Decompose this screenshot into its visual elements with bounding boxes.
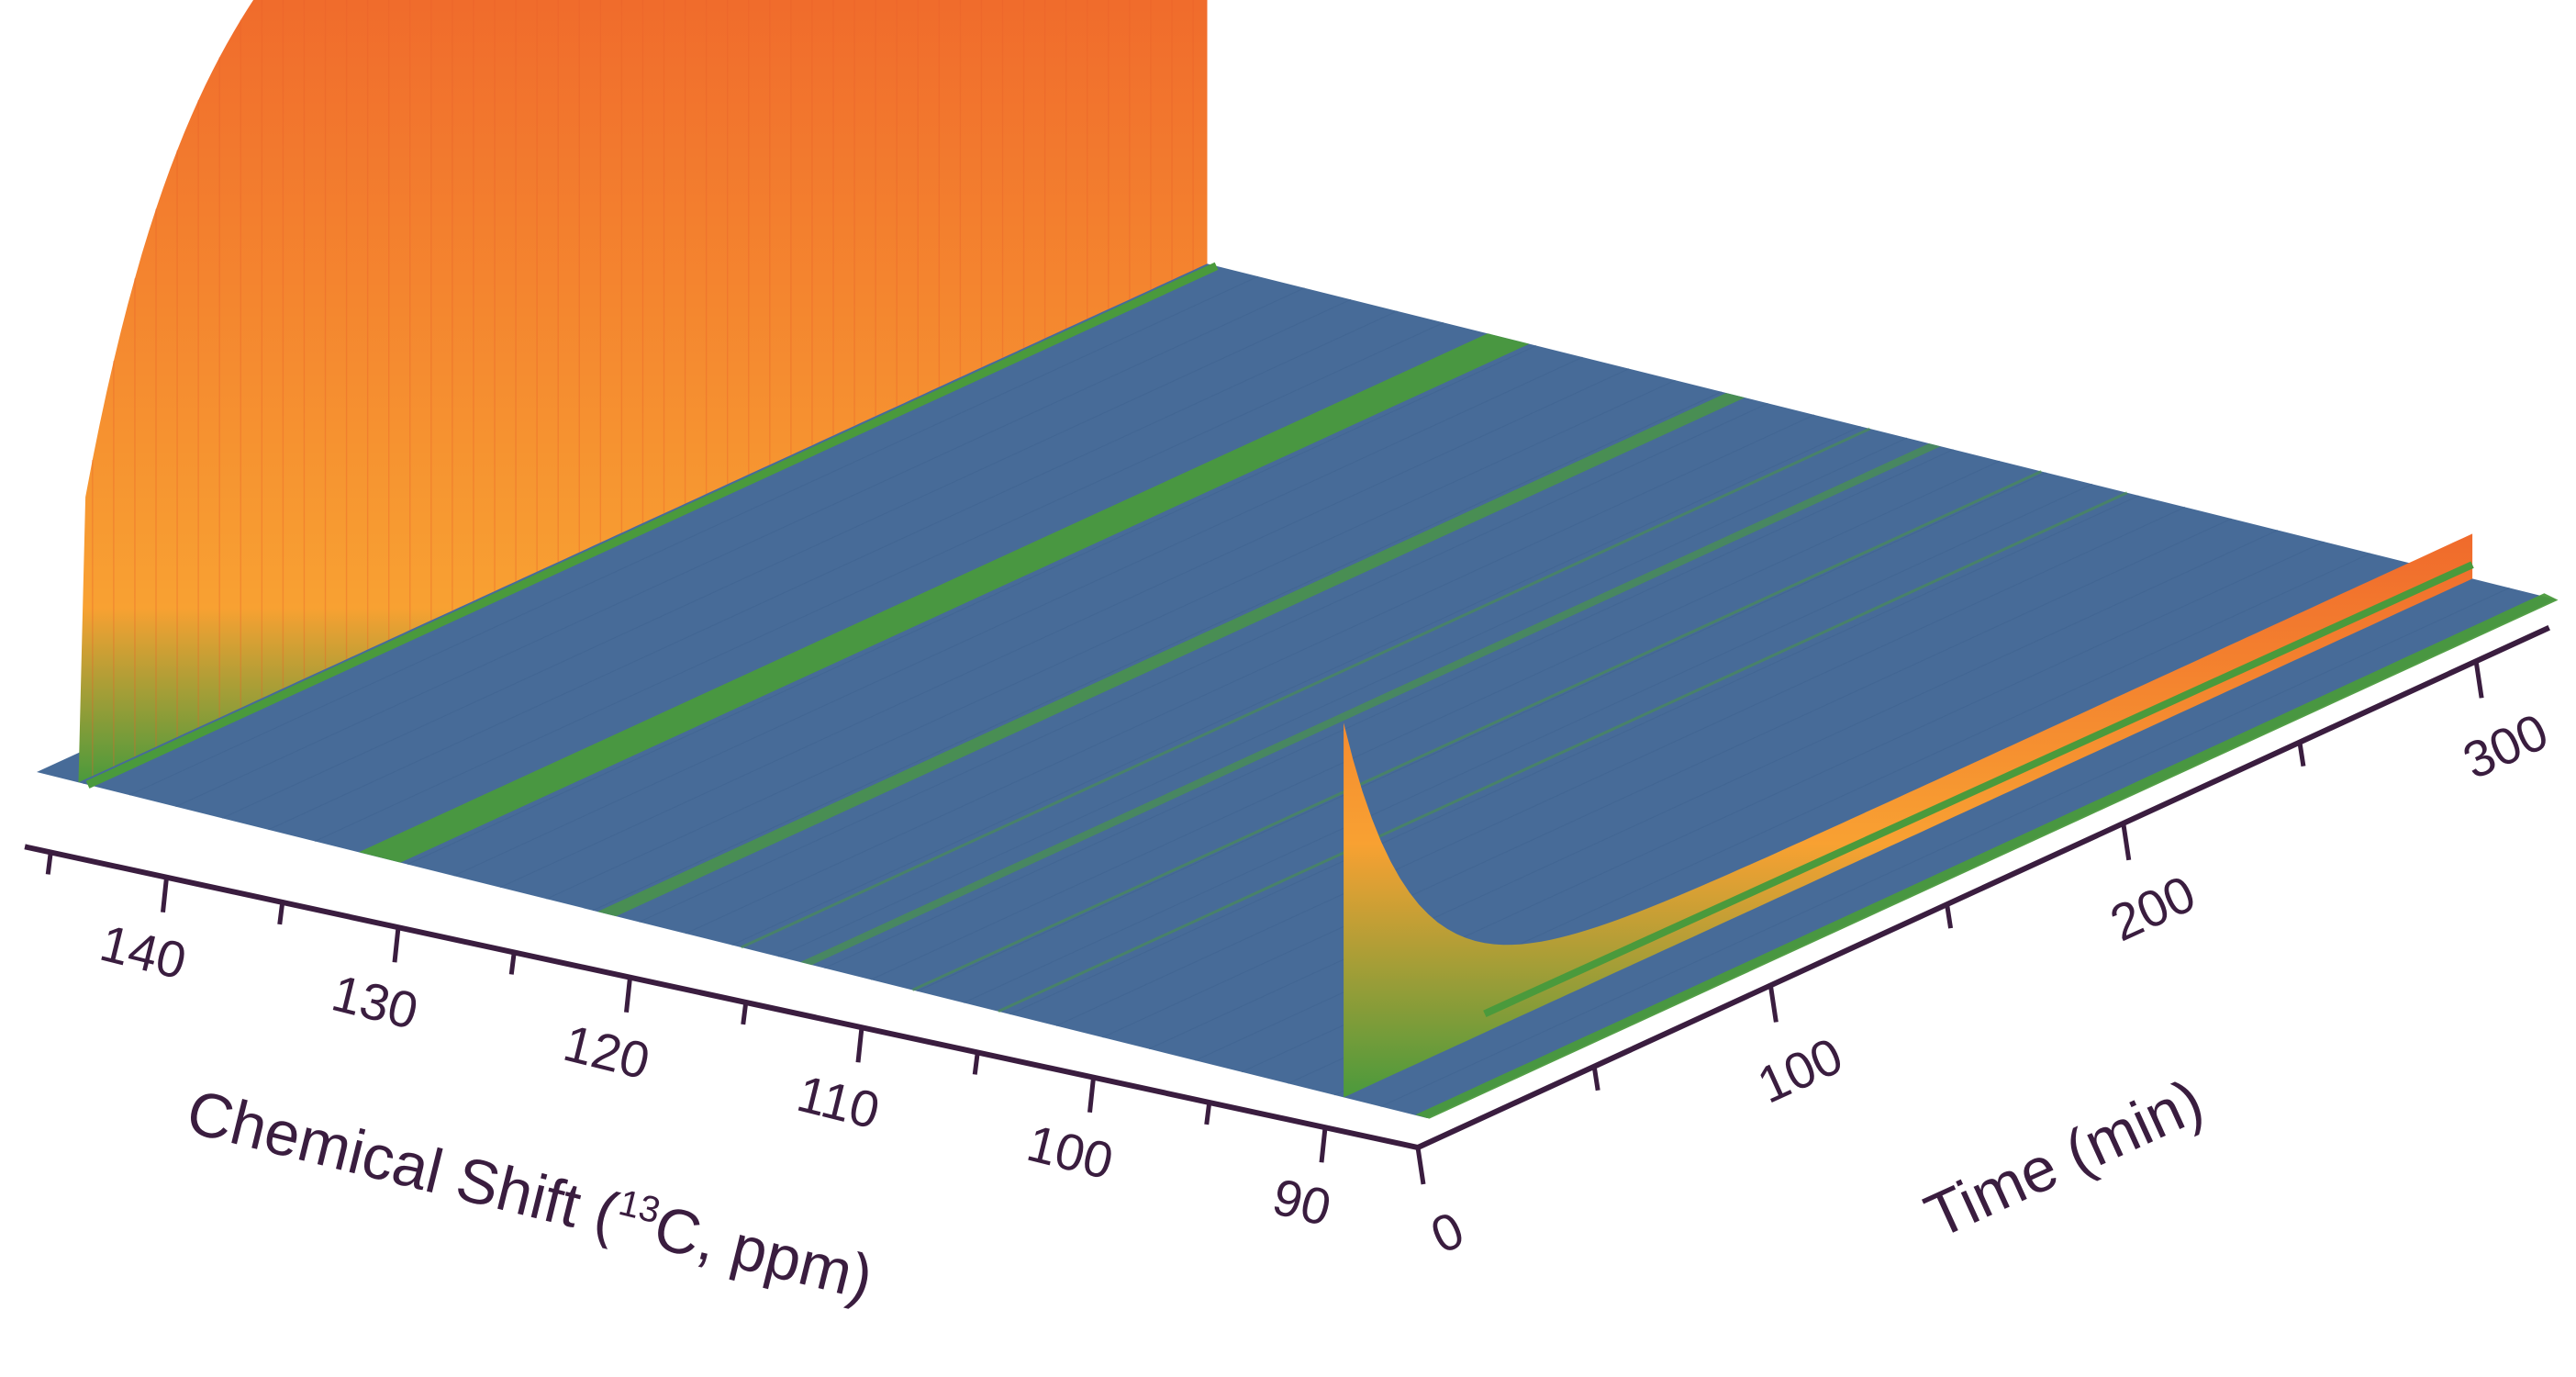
x-axis-title: Chemical Shift (13C, ppm) (180, 1077, 879, 1314)
y-axis-line (1414, 625, 2550, 1151)
surface-gridline (639, 402, 1768, 923)
growing-edge-peak (1415, 593, 2559, 1119)
y-axis-tick-label: 100 (1749, 1026, 1851, 1114)
x-axis-tick-label: 130 (327, 963, 424, 1040)
y-axis-tick (1415, 1147, 1426, 1185)
x-axis-tick (161, 877, 169, 912)
surface-gridline (221, 298, 1352, 819)
x-axis-minor-tick (1204, 1102, 1212, 1125)
y-axis-tick (2473, 660, 2484, 699)
x-axis-line (24, 844, 1422, 1151)
decaying-peak (1344, 533, 2473, 1098)
peaks-layer (78, 0, 2559, 1119)
x-axis-minor-tick (277, 901, 285, 925)
surface-gridline (1148, 530, 2279, 1050)
small-peak-1 (359, 333, 1530, 863)
surface-gridline (128, 275, 1259, 796)
surface-gridline (963, 483, 2093, 1003)
reactant-peak-base (85, 262, 1219, 789)
surface-gridline (1102, 518, 2232, 1038)
y-axis-tick-label: 0 (1422, 1200, 1472, 1264)
x-axis-tick (1087, 1077, 1096, 1113)
y-axis-minor-tick (2297, 742, 2306, 767)
x-axis-tick-label: 140 (95, 913, 192, 991)
surface-gridline (453, 356, 1583, 877)
surface-gridline (917, 472, 2046, 992)
surface-gridline (731, 425, 1861, 946)
x-axis-tick-label: 120 (558, 1013, 655, 1091)
surface-gridline (824, 449, 1954, 969)
x-axis-tick (392, 926, 401, 963)
surface-gridline (546, 379, 1676, 900)
x-axis-tick (1319, 1126, 1328, 1163)
small-peak-2 (597, 393, 1745, 917)
surface-gridline (1055, 506, 2186, 1027)
small-peak-3 (800, 443, 1941, 966)
x-axis-tick-label: 110 (792, 1064, 886, 1140)
x-axis-tick-label: 100 (1021, 1114, 1119, 1191)
y-axis-title: Time (min) (1915, 1066, 2214, 1252)
y-axis-tick-label: 200 (2102, 864, 2203, 952)
x-axis-minor-tick (741, 1002, 749, 1025)
surface-gridline (870, 460, 2001, 980)
y-axis-tick (1768, 985, 1779, 1023)
faint-peak-line (740, 427, 1871, 949)
surface-layer (37, 253, 2556, 1118)
surface-gridline (592, 391, 1723, 912)
y-axis-minor-tick (1591, 1066, 1600, 1092)
surface-gridline (175, 287, 1305, 808)
faint-peak-line (998, 491, 2128, 1013)
faint-peak-line (911, 470, 2043, 991)
x-axis-minor-tick (972, 1052, 980, 1075)
y-axis-tick-label: 300 (2454, 702, 2556, 790)
x-axis-tick-label: 90 (1267, 1167, 1337, 1237)
surface-gridline (1380, 587, 2510, 1107)
x-axis-tick (855, 1026, 864, 1063)
y-axis-tick (2121, 823, 2132, 861)
surface-gridline (777, 437, 1908, 957)
surface-gridline (1009, 495, 2139, 1015)
y-axis-minor-tick (1945, 903, 1954, 929)
surface-gridline (268, 310, 1398, 831)
surface-gridline (407, 344, 1537, 866)
x-axis-minor-tick (508, 952, 517, 975)
surface-gridline (685, 414, 1815, 935)
decaying-peak-tail (1483, 561, 2474, 1017)
reactant-peak (78, 0, 1208, 783)
surface-gridline (314, 321, 1444, 842)
x-axis-minor-tick (45, 852, 53, 875)
x-axis-tick (624, 977, 632, 1013)
surface-gridline (499, 368, 1630, 889)
